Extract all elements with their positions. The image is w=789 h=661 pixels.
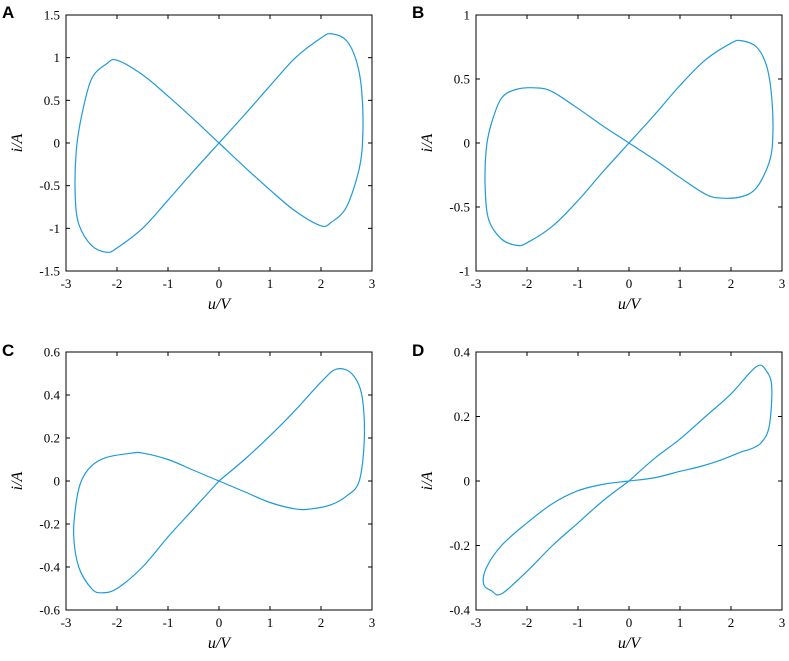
y-tick-label: -0.6 [39, 603, 60, 618]
y-axis-label: i/A [419, 471, 436, 490]
y-tick-label: 0.2 [44, 431, 60, 446]
y-tick-label: 1 [54, 50, 61, 65]
x-tick-label: -2 [112, 615, 123, 630]
x-tick-label: 2 [318, 615, 325, 630]
y-axis-label: i/A [9, 133, 26, 152]
y-tick-label: 1.5 [44, 8, 60, 23]
x-tick-label: 0 [626, 276, 633, 291]
panel-letter: D [412, 341, 424, 360]
y-tick-label: -0.5 [449, 200, 470, 215]
x-tick-label: -2 [522, 276, 533, 291]
panel-letter: B [412, 3, 424, 22]
hysteresis-curve-series [74, 33, 364, 253]
chart-panel-a: A -3 -2 -1 0 1 2 3 -1.5 -1 -0.5 0 0.5 1 1.5 u/V i/A [2, 3, 375, 313]
x-tick-label: -3 [61, 615, 72, 630]
y-tick-label: 0.4 [44, 388, 61, 403]
y-tick-label: -0.4 [39, 560, 60, 575]
y-tick-label: 0 [54, 474, 61, 489]
y-tick-label: 0.6 [44, 345, 61, 360]
x-tick-label: 2 [318, 276, 325, 291]
y-axis-label: i/A [419, 133, 436, 152]
x-tick-label: 1 [267, 615, 274, 630]
hysteresis-curve-series [484, 39, 774, 247]
hysteresis-curve-series [482, 364, 773, 596]
y-tick-label: -0.5 [39, 178, 60, 193]
y-tick-label: -1 [49, 221, 60, 236]
chart-panel-c: C -3 -2 -1 0 1 2 3 -0.6 -0.4 -0.2 0 0.2 0.4 0.6 u/V i/A [2, 341, 375, 652]
y-tick-label: -0.2 [449, 538, 470, 553]
x-tick-label: -1 [573, 276, 584, 291]
x-tick-label: 1 [677, 615, 684, 630]
x-axis-label: u/V [618, 296, 642, 313]
panel-letter: A [2, 3, 14, 22]
y-axis-label: i/A [9, 471, 26, 490]
y-tick-label: 0.5 [454, 72, 470, 87]
chart-panel-b: B -3 -2 -1 0 1 2 3 -1 -0.5 0 0.5 1 u/V i/A [412, 3, 785, 313]
x-tick-label: -2 [522, 615, 533, 630]
y-tick-label: -1 [459, 264, 470, 279]
y-tick-label: -0.2 [39, 517, 60, 532]
x-tick-label: -3 [471, 276, 482, 291]
x-tick-label: 0 [216, 276, 223, 291]
x-tick-label: -1 [573, 615, 584, 630]
y-tick-label: 0 [464, 136, 471, 151]
y-tick-label: 0.4 [454, 345, 471, 360]
x-tick-label: 3 [369, 615, 376, 630]
x-tick-label: 0 [216, 615, 223, 630]
x-tick-label: -1 [163, 276, 174, 291]
x-tick-label: 2 [728, 276, 735, 291]
y-tick-label: 1 [464, 8, 471, 23]
x-tick-label: -1 [163, 615, 174, 630]
x-tick-label: 2 [728, 615, 735, 630]
y-tick-label: -0.4 [449, 603, 470, 618]
y-tick-label: 0 [54, 136, 61, 151]
y-tick-label: 0.5 [44, 93, 60, 108]
x-tick-label: 3 [369, 276, 376, 291]
x-axis-label: u/V [208, 635, 232, 652]
panel-letter: C [2, 341, 14, 360]
x-tick-label: -2 [112, 276, 123, 291]
x-axis-label: u/V [208, 296, 232, 313]
x-tick-label: -3 [471, 615, 482, 630]
x-tick-label: 3 [779, 276, 786, 291]
y-tick-label: 0.2 [454, 409, 470, 424]
y-tick-label: -1.5 [39, 264, 60, 279]
x-axis-label: u/V [618, 635, 642, 652]
x-tick-label: 1 [677, 276, 684, 291]
chart-panel-d: D -3 -2 -1 0 1 2 3 -0.4 -0.2 0 0.2 0.4 u/V i/A [412, 341, 785, 652]
x-tick-label: 3 [779, 615, 786, 630]
x-tick-label: 1 [267, 276, 274, 291]
y-tick-label: 0 [464, 474, 471, 489]
x-tick-label: 0 [626, 615, 633, 630]
x-tick-label: -3 [61, 276, 72, 291]
hysteresis-curve-series [72, 368, 366, 594]
